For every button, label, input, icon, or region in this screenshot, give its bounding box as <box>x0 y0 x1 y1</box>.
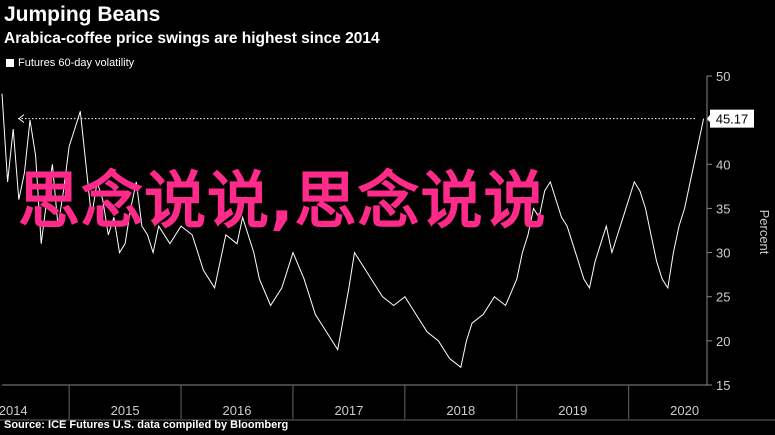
last-value-pointer <box>707 113 711 124</box>
x-tick-label: 2016 <box>223 403 252 418</box>
y-tick-label: 50 <box>716 69 730 84</box>
x-tick-label: 2018 <box>446 403 475 418</box>
x-tick-label: 2015 <box>111 403 140 418</box>
source-note: Source: ICE Futures U.S. data compiled b… <box>4 419 289 431</box>
y-tick-label: 40 <box>716 157 730 172</box>
y-tick-label: 35 <box>716 201 730 216</box>
x-tick-label: 2020 <box>670 403 699 418</box>
y-tick-label: 20 <box>716 334 730 349</box>
legend: Futures 60-day volatility <box>6 57 134 69</box>
legend-label: Futures 60-day volatility <box>18 57 135 69</box>
reference-arrow <box>18 114 25 124</box>
x-tick-label: 2014 <box>0 403 28 418</box>
chart-subtitle: Arabica-coffee price swings are highest … <box>4 30 380 47</box>
y-tick-label: 25 <box>716 290 730 305</box>
x-tick-label: 2019 <box>558 403 587 418</box>
chart-title: Jumping Beans <box>4 3 161 26</box>
x-tick-label: 2017 <box>334 403 363 418</box>
y-tick-label: 15 <box>716 378 730 393</box>
series-line <box>1 93 705 369</box>
y-axis-label: Percent <box>757 210 772 255</box>
y-tick-label: 30 <box>716 246 730 261</box>
last-value-box <box>710 109 754 128</box>
legend-swatch <box>6 59 14 67</box>
overlay-watermark-text: 思念说说,思念说说 <box>18 164 547 237</box>
last-value-label: 45.17 <box>716 112 749 127</box>
